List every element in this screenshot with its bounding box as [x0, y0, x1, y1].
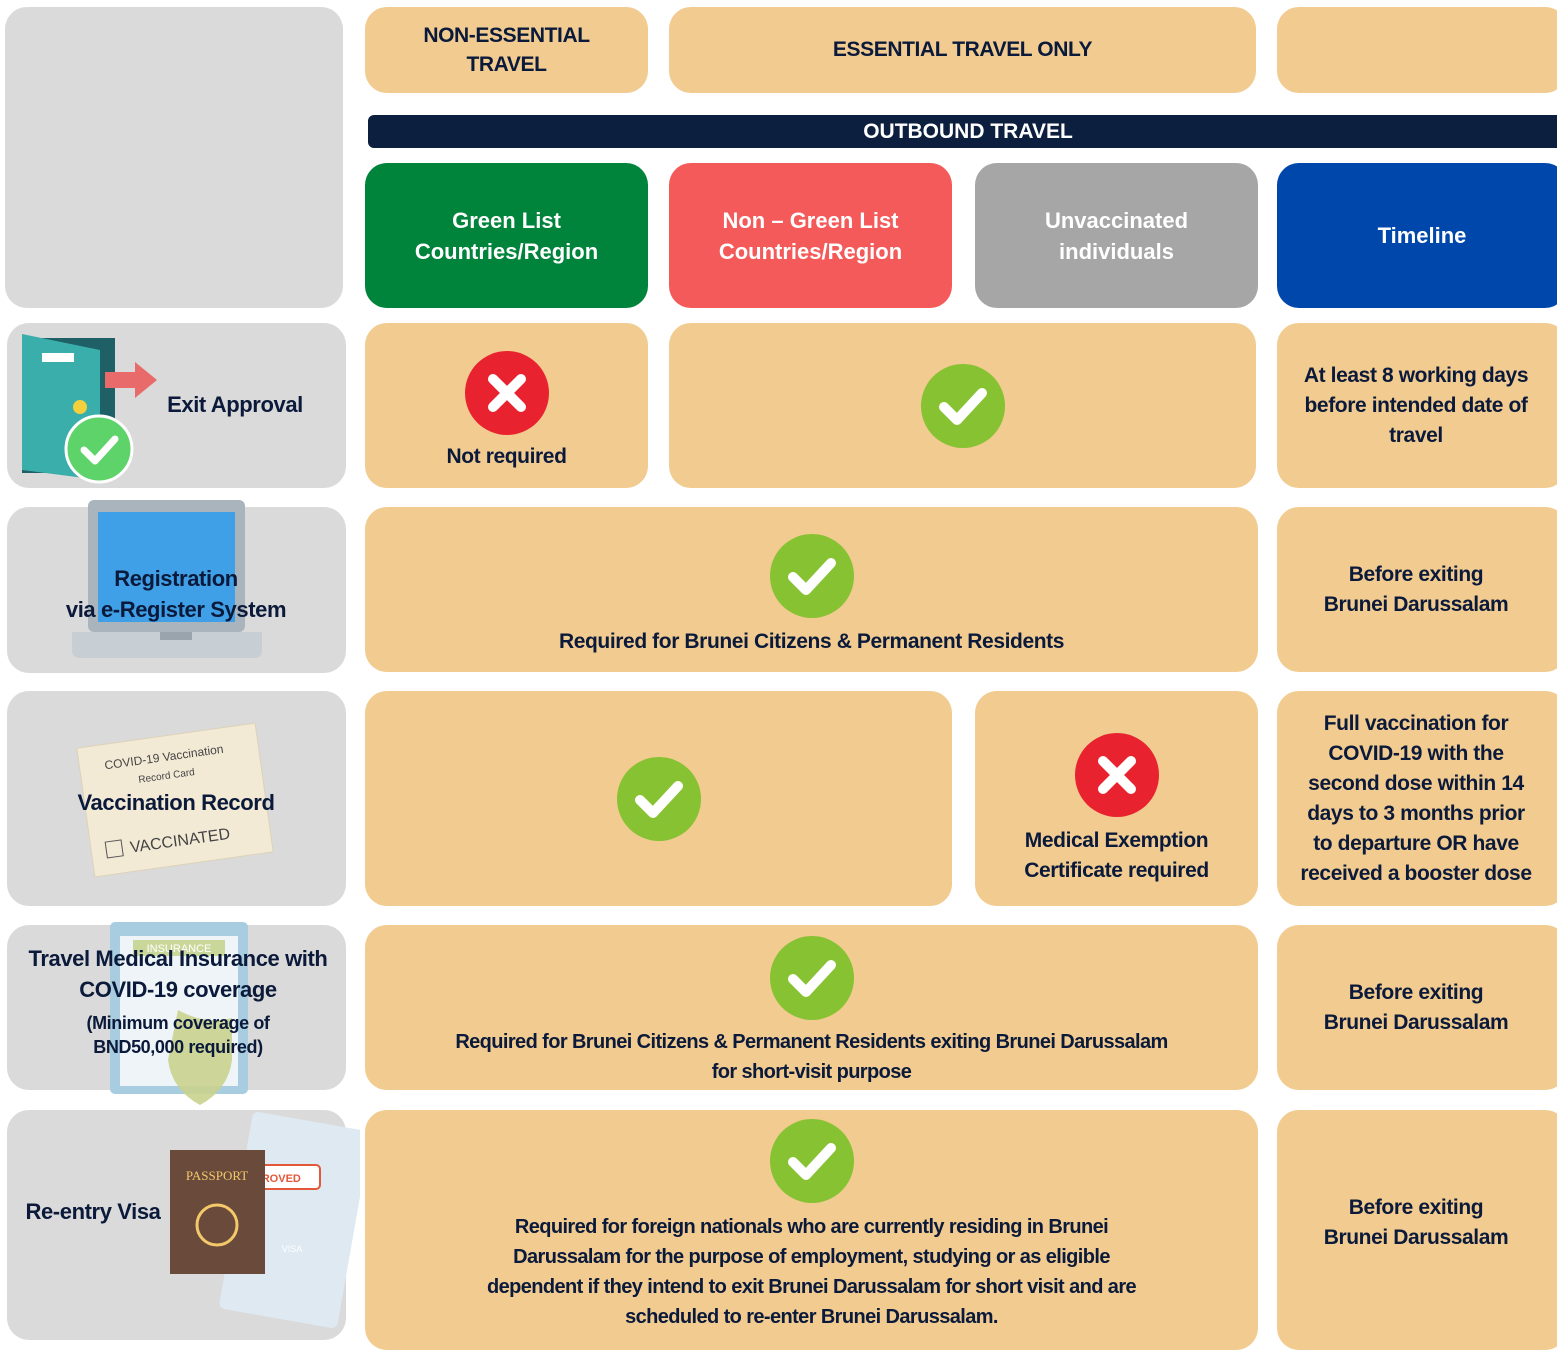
cross-icon [1074, 732, 1159, 817]
label-text: Re-entry Visa [25, 1199, 161, 1224]
column-header: Green List Countries/Region [365, 163, 648, 308]
column-text: Green List [452, 207, 561, 233]
passport-text: PASSPORT [186, 1168, 248, 1183]
card [76, 722, 274, 878]
requirement-text: dependent if they intend to exit Brunei … [486, 1276, 1137, 1298]
column-text: Unvaccinated [1044, 207, 1189, 233]
exemption-text: Medical Exemption [1024, 828, 1209, 852]
insurance-text: INSURANCE [147, 943, 212, 955]
row-label: Re-entry Visa [14, 1196, 172, 1227]
label-text: Exit Approval [167, 392, 303, 417]
row-icons: COVID-19 Vaccination Record Card VACCINA… [22, 334, 360, 1328]
timeline-text: Brunei Darussalam [1323, 592, 1509, 616]
outbound-banner: OUTBOUND TRAVEL [368, 115, 1557, 148]
passport-globe [195, 1203, 239, 1247]
requirement-cell: Required for Brunei Citizens & Permanent… [365, 925, 1258, 1090]
banner-text: OUTBOUND TRAVEL [863, 120, 1073, 143]
timeline-text: Before exiting [1348, 1196, 1484, 1219]
note-text: (Minimum coverage of [86, 1013, 270, 1033]
requirement-text: Darussalam for the purpose of employment… [513, 1246, 1110, 1268]
timeline-text: Before exiting [1348, 562, 1484, 586]
timeline-text: COVID-19 with the [1328, 741, 1504, 765]
row-label: Exit Approval [150, 389, 320, 420]
column-header: Timeline [1277, 163, 1557, 308]
timeline-text: days to 3 months prior [1307, 801, 1525, 825]
label-text: Registration [114, 566, 238, 591]
timeline-cell: Before exiting Brunei Darussalam [1277, 1110, 1557, 1350]
insurance-tag [133, 940, 225, 956]
exemption-text: Certificate required [1024, 858, 1209, 882]
timeline-text: second dose within 14 [1308, 771, 1524, 795]
card-box [104, 839, 124, 859]
label-text: Travel Medical Insurance with [28, 946, 328, 971]
status-cell: Not required [365, 323, 648, 488]
requirement-text: Required for Brunei Citizens & Permanent… [558, 629, 1065, 653]
visa-text: VISA [282, 1244, 303, 1254]
check-icon [769, 935, 854, 1020]
laptop-base [72, 632, 262, 658]
empty-header [1277, 7, 1557, 93]
column-header: Non – Green List Countries/Region [669, 163, 952, 308]
timeline-text: before intended date of [1304, 393, 1528, 417]
label-note: (Minimum coverage of BND50,000 required) [8, 1011, 348, 1059]
timeline-text: Full vaccination for [1323, 711, 1509, 735]
requirement-cell: Required for foreign nationals who are c… [365, 1110, 1258, 1350]
header-text: NON-ESSENTIAL [423, 24, 590, 47]
timeline-text: Brunei Darussalam [1323, 1010, 1509, 1034]
timeline-cell: Before exiting Brunei Darussalam [1277, 925, 1557, 1090]
laptop-touchpad [160, 632, 192, 640]
timeline-text: At least 8 working days [1303, 363, 1529, 387]
requirement-text: scheduled to re-enter Brunei Darussalam. [625, 1306, 998, 1328]
door-sign [42, 353, 74, 362]
cross-icon [464, 350, 549, 435]
timeline-cell: At least 8 working days before intended … [1277, 323, 1557, 488]
approved-badge [64, 414, 134, 484]
label-text: Vaccination Record [77, 790, 275, 815]
status-text: Not required [446, 444, 567, 468]
timeline-text: received a booster dose [1300, 861, 1532, 885]
check-icon [920, 363, 1005, 448]
timeline-text: travel [1389, 423, 1443, 447]
label-text: COVID-19 coverage [79, 977, 277, 1002]
header-text: TRAVEL [466, 53, 547, 76]
exemption-cell: Medical Exemption Certificate required [975, 691, 1258, 906]
door-knob [73, 400, 87, 414]
status-cell [669, 323, 1256, 488]
timeline-cell: Full vaccination for COVID-19 with the s… [1277, 691, 1557, 906]
header-text: ESSENTIAL TRAVEL ONLY [832, 38, 1093, 61]
vaccination-card: COVID-19 Vaccination Record Card VACCINA… [76, 722, 274, 878]
requirement-text: Required for Brunei Citizens & Permanent… [455, 1030, 1168, 1053]
requirement-text: for short-visit purpose [711, 1060, 912, 1083]
requirement-text: Required for foreign nationals who are c… [514, 1216, 1109, 1238]
check-icon [769, 533, 854, 618]
timeline-text: to departure OR have [1313, 831, 1519, 855]
label-text: via e-Register System [65, 597, 287, 622]
laptop-screen [98, 512, 235, 622]
timeline-text: Before exiting [1348, 980, 1484, 1004]
corner-cell [5, 7, 343, 308]
timeline-cell: Before exiting Brunei Darussalam [1277, 507, 1557, 672]
row-label: Registration via e-Register System [20, 563, 332, 625]
note-text: BND50,000 required) [93, 1037, 263, 1057]
badge-check [80, 435, 119, 465]
essential-header: ESSENTIAL TRAVEL ONLY [669, 7, 1256, 93]
column-text: individuals [1059, 238, 1174, 264]
passport [170, 1150, 265, 1274]
non-essential-header: NON-ESSENTIAL TRAVEL [365, 7, 648, 93]
timeline-text: Brunei Darussalam [1323, 1226, 1509, 1249]
row-label: Travel Medical Insurance with COVID-19 c… [8, 943, 348, 1059]
column-text: Countries/Region [414, 238, 599, 264]
status-cell [365, 691, 952, 906]
column-text: Countries/Region [718, 238, 903, 264]
check-icon [616, 756, 701, 841]
column-text: Timeline [1377, 223, 1467, 248]
check-icon [769, 1119, 854, 1203]
column-header: Unvaccinated individuals [975, 163, 1258, 308]
row-label: Vaccination Record [20, 787, 332, 818]
shield [168, 1010, 232, 1105]
requirement-cell: Required for Brunei Citizens & Permanent… [365, 507, 1258, 672]
column-text: Non – Green List [722, 207, 899, 233]
exit-arrow [105, 362, 157, 398]
